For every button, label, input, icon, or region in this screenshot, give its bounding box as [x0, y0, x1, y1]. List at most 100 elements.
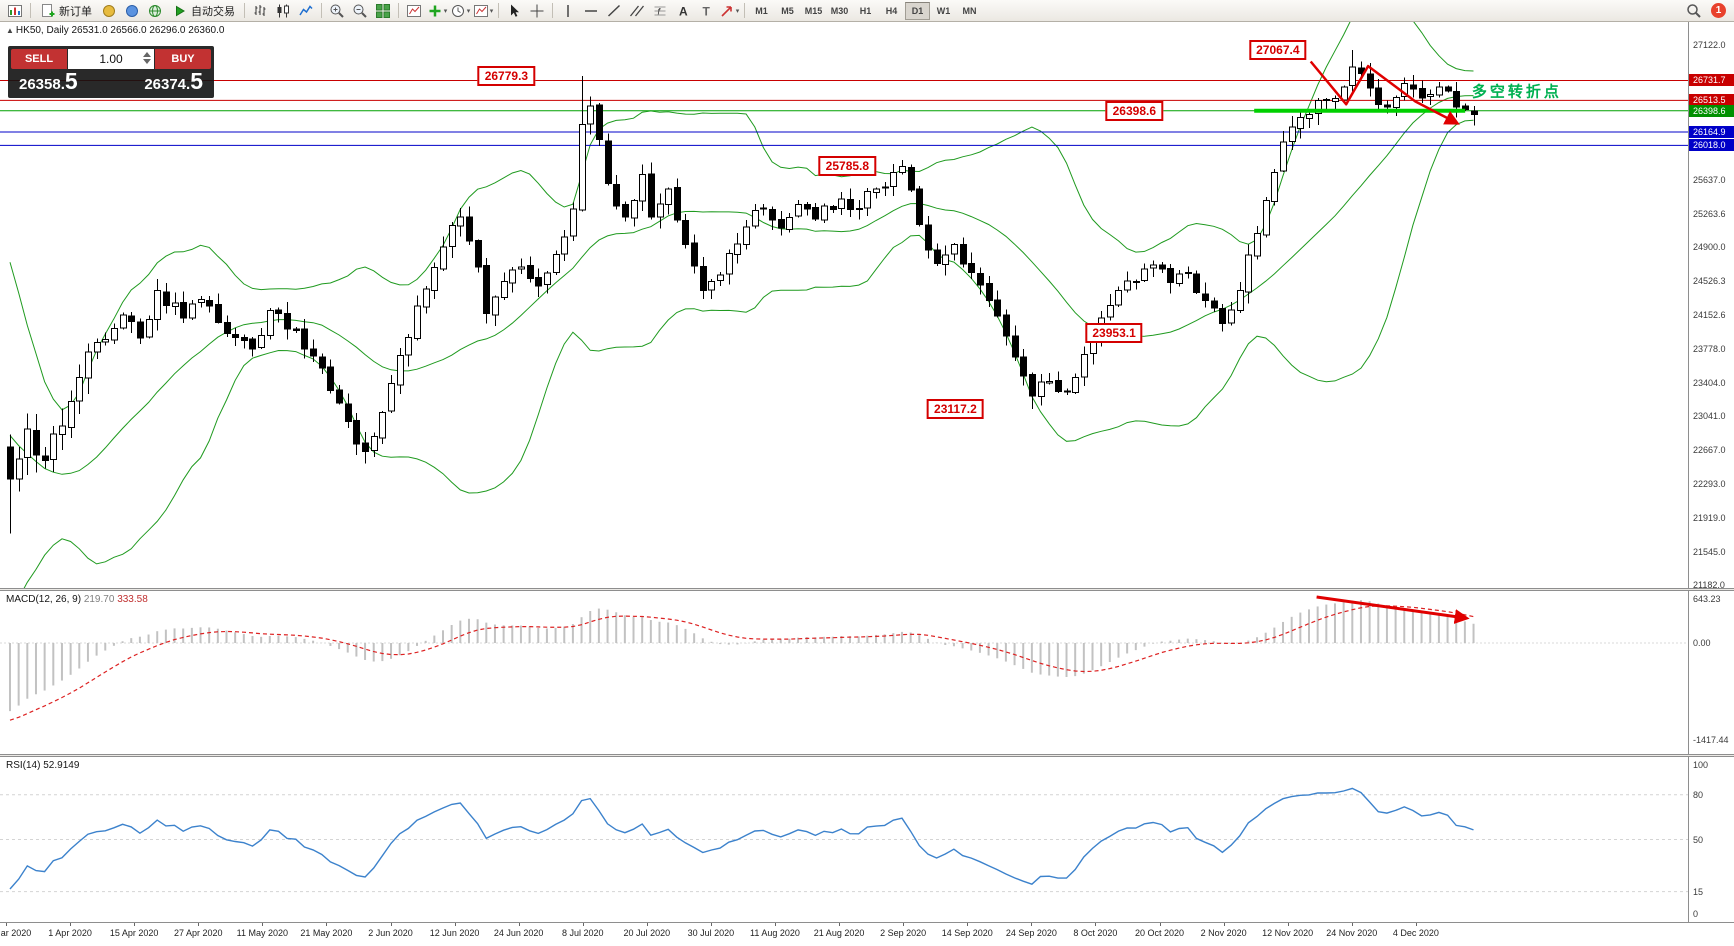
macd-scale[interactable]: 643.23 0.00 -1417.44 [1688, 591, 1734, 754]
macd-caption: MACD(12, 26, 9) 219.70 333.58 [6, 594, 148, 605]
timeframe-h4[interactable]: H4 [885, 5, 898, 16]
timeframe-m15[interactable]: M15 [804, 5, 823, 16]
volume-spinner[interactable] [143, 52, 151, 64]
time-axis-label: 20 Oct 2020 [1134, 928, 1185, 938]
line-chart-icon[interactable] [295, 1, 317, 21]
price-scale-label: 21182.0 [1693, 580, 1725, 588]
time-axis-label: 8 Oct 2020 [1073, 928, 1118, 938]
pane-divider[interactable] [0, 754, 1734, 757]
label-tool-icon[interactable]: T [695, 1, 717, 21]
add-indicator-icon[interactable]: ▾ [426, 1, 448, 21]
price-scale-label: 21545.0 [1693, 547, 1726, 557]
price-scale-label: 22293.0 [1693, 479, 1726, 489]
data-window-icon[interactable] [121, 1, 143, 21]
price-scale-label: 25263.6 [1693, 208, 1726, 219]
sell-button[interactable]: SELL [11, 49, 67, 69]
time-axis-tick [582, 923, 584, 926]
macd-canvas[interactable] [0, 591, 1688, 754]
buy-button[interactable]: BUY [155, 49, 211, 69]
price-scale-label: 22667.0 [1693, 445, 1726, 455]
rsi-scale-label: 80 [1693, 789, 1704, 800]
toolbar: 新订单 自动交易 ▾ ▾ ▾ f A T ▾ M1 M5 M15 M30 H1 H4 D1 W1 MN 1 [0, 0, 1734, 22]
notifications-badge[interactable]: 1 [1711, 3, 1726, 18]
time-axis-tick [6, 923, 7, 926]
channel-icon[interactable] [626, 1, 648, 21]
volume-down-icon[interactable] [143, 59, 151, 64]
price-level-tag: 26018.0 [1689, 139, 1734, 152]
time-axis-tick [70, 923, 72, 926]
price-callout: 23117.2 [927, 399, 984, 420]
price-scale[interactable]: 27122.0 25637.0 25263.6 24900.0 24526.3 24152… [1688, 22, 1734, 588]
time-axis-label: 4 Dec 2020 [1392, 928, 1439, 938]
price-scale-label: 25637.0 [1693, 175, 1726, 185]
price-scale-label: 24526.3 [1693, 275, 1726, 286]
pane-divider[interactable] [0, 588, 1734, 591]
toolbar-separator [552, 3, 553, 18]
rsi-canvas[interactable] [0, 757, 1688, 922]
price-scale-label: 21919.0 [1693, 513, 1726, 523]
candlestick-chart-icon[interactable] [272, 1, 294, 21]
time-axis-label: 24 Jun 2020 [493, 928, 544, 938]
time-axis-label: 11 May 2020 [236, 928, 289, 938]
rsi-scale-label: 50 [1693, 834, 1704, 845]
toolbar-separator [744, 3, 745, 18]
price-level-tag: 26398.6 [1689, 104, 1734, 117]
candlestick-chart-canvas[interactable] [0, 22, 1688, 588]
time-axis[interactable]: 20 Mar 2020 1 Apr 2020 15 Apr 2020 27 Apr 2… [0, 922, 1734, 946]
market-watch-icon[interactable] [98, 1, 120, 21]
price-callout: 26779.3 [477, 66, 536, 87]
zoom-out-icon[interactable] [349, 1, 371, 21]
bar-chart-icon[interactable] [249, 1, 271, 21]
time-axis-tick [646, 923, 648, 926]
time-axis-tick [326, 923, 328, 926]
time-axis-label: 21 Aug 2020 [813, 928, 865, 938]
macd-value-main: 219.70 [83, 594, 115, 605]
timeframe-h1[interactable]: H1 [859, 5, 872, 16]
text-tool-icon[interactable]: A [672, 1, 694, 21]
time-axis-tick [1223, 923, 1225, 926]
indicators-icon[interactable] [403, 1, 425, 21]
timeframe-d1[interactable]: D1 [905, 1, 930, 20]
time-axis-label: 12 Jun 2020 [429, 928, 480, 938]
crosshair-icon[interactable] [526, 1, 548, 21]
macd-histogram [9, 600, 1475, 712]
timeframe-m1[interactable]: M1 [755, 5, 768, 16]
fibonacci-icon[interactable]: f [649, 1, 671, 21]
main-chart-pane[interactable]: ▲ HK50, Daily 26531.0 26566.0 26296.0 263… [0, 22, 1688, 588]
time-axis-tick [839, 923, 841, 926]
vertical-line-icon[interactable] [557, 1, 579, 21]
autotrading-button[interactable]: 自动交易 [167, 1, 240, 21]
timeframe-w1[interactable]: W1 [936, 5, 951, 16]
timeframe-m5[interactable]: M5 [781, 5, 794, 16]
horizontal-line-icon[interactable] [580, 1, 602, 21]
rsi-scale-label: 0 [1693, 909, 1699, 919]
tile-windows-icon[interactable] [372, 1, 394, 21]
timeframe-mn[interactable]: MN [962, 5, 977, 16]
cursor-icon[interactable] [503, 1, 525, 21]
time-axis-tick [1287, 923, 1289, 926]
time-axis-label: 24 Nov 2020 [1326, 928, 1378, 938]
time-axis-tick [967, 923, 969, 926]
periods-icon[interactable]: ▾ [449, 1, 471, 21]
macd-pane[interactable]: MACD(12, 26, 9) 219.70 333.58 [0, 591, 1688, 754]
templates-icon[interactable]: ▾ [472, 1, 494, 21]
timeframe-m30[interactable]: M30 [830, 5, 849, 16]
rsi-pane[interactable]: RSI(14) 52.9149 [0, 757, 1688, 922]
strategy-navigator-icon[interactable] [144, 1, 166, 21]
search-icon[interactable] [1683, 1, 1705, 21]
time-axis-tick [1159, 923, 1161, 926]
volume-input[interactable]: 1.00 [68, 49, 154, 69]
rsi-scale[interactable]: 100 80 50 15 0 [1688, 757, 1734, 922]
trendline-icon[interactable] [603, 1, 625, 21]
time-axis-label: 14 Sep 2020 [941, 928, 993, 938]
time-axis-tick [775, 923, 776, 926]
price-scale-label: 27122.0 [1693, 40, 1726, 50]
candlestick-series [7, 49, 1478, 534]
zoom-in-icon[interactable] [326, 1, 348, 21]
new-order-button[interactable]: 新订单 [35, 1, 97, 21]
arrows-tool-icon[interactable]: ▾ [718, 1, 740, 21]
time-axis-tick [1415, 923, 1417, 926]
time-axis-label: 11 Aug 2020 [750, 928, 800, 938]
volume-up-icon[interactable] [143, 52, 151, 57]
new-chart-icon[interactable] [4, 1, 26, 21]
